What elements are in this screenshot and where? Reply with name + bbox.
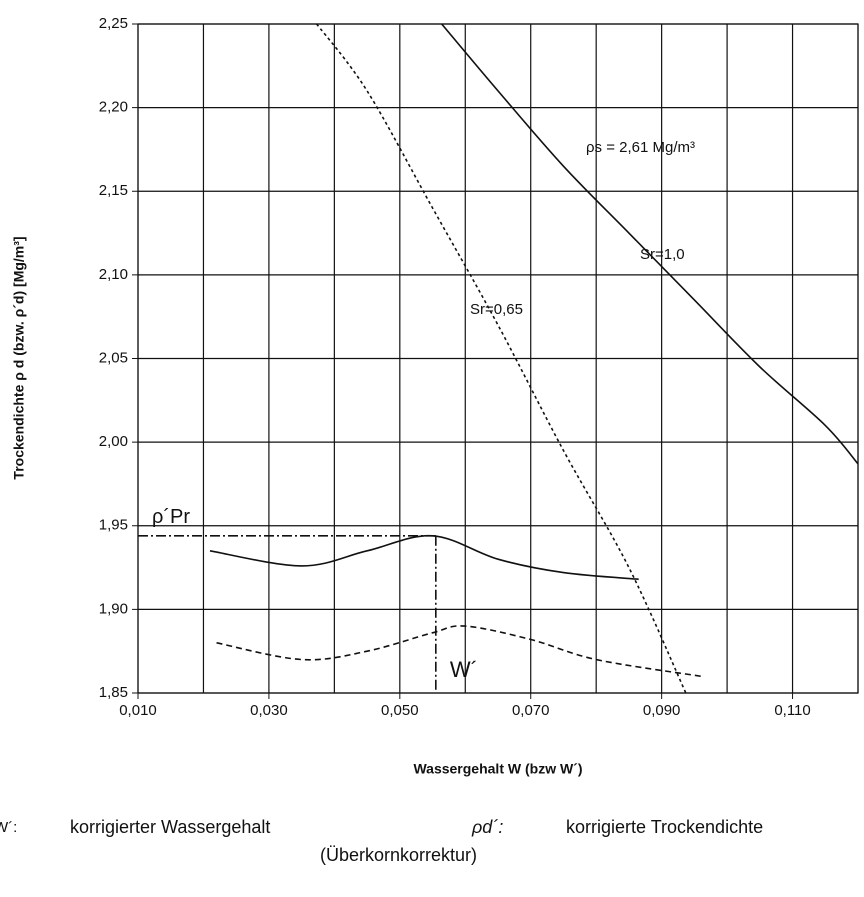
y-tick-label: 2,05 (99, 349, 128, 366)
annotation: Sr=1,0 (640, 246, 685, 263)
x-tick-label: 0,050 (381, 702, 419, 719)
y-tick-label: 1,90 (99, 600, 128, 617)
legend-text: korrigierte Trockendichte (566, 817, 763, 837)
reference-label: W´ (450, 657, 478, 682)
y-axis-label: Trockendichte ρ d (bzw. ρ´d) [Mg/m³] (11, 236, 27, 479)
annotation: ρs = 2,61 Mg/m³ (586, 139, 695, 156)
line-series (209, 534, 639, 581)
y-tick-label: 2,20 (99, 99, 128, 116)
legend-key: W´: (0, 819, 17, 836)
y-tick-label: 2,10 (99, 266, 128, 283)
x-tick-label: 0,110 (774, 702, 810, 719)
x-tick-label: 0,010 (119, 702, 157, 719)
legend-text: (Überkornkorrektur) (320, 845, 477, 865)
x-tick-label: 0,070 (512, 702, 550, 719)
y-tick-label: 2,15 (99, 182, 128, 199)
line-series (316, 23, 687, 694)
x-tick-label: 0,090 (643, 702, 681, 719)
x-axis-label: Wassergehalt W (bzw W´) (413, 761, 582, 777)
line-series (441, 23, 859, 465)
legend-text: korrigierter Wassergehalt (70, 817, 270, 837)
annotation: Sr=0,65 (470, 301, 523, 318)
y-tick-label: 1,95 (99, 517, 128, 534)
reference-label: ρ´Pr (152, 506, 190, 528)
line-series (216, 625, 702, 678)
y-tick-label: 2,25 (99, 15, 128, 32)
y-tick-label: 2,00 (99, 433, 128, 450)
x-tick-label: 0,030 (250, 702, 288, 719)
legend-key: ρd´: (471, 817, 503, 837)
y-tick-label: 1,85 (99, 684, 128, 701)
